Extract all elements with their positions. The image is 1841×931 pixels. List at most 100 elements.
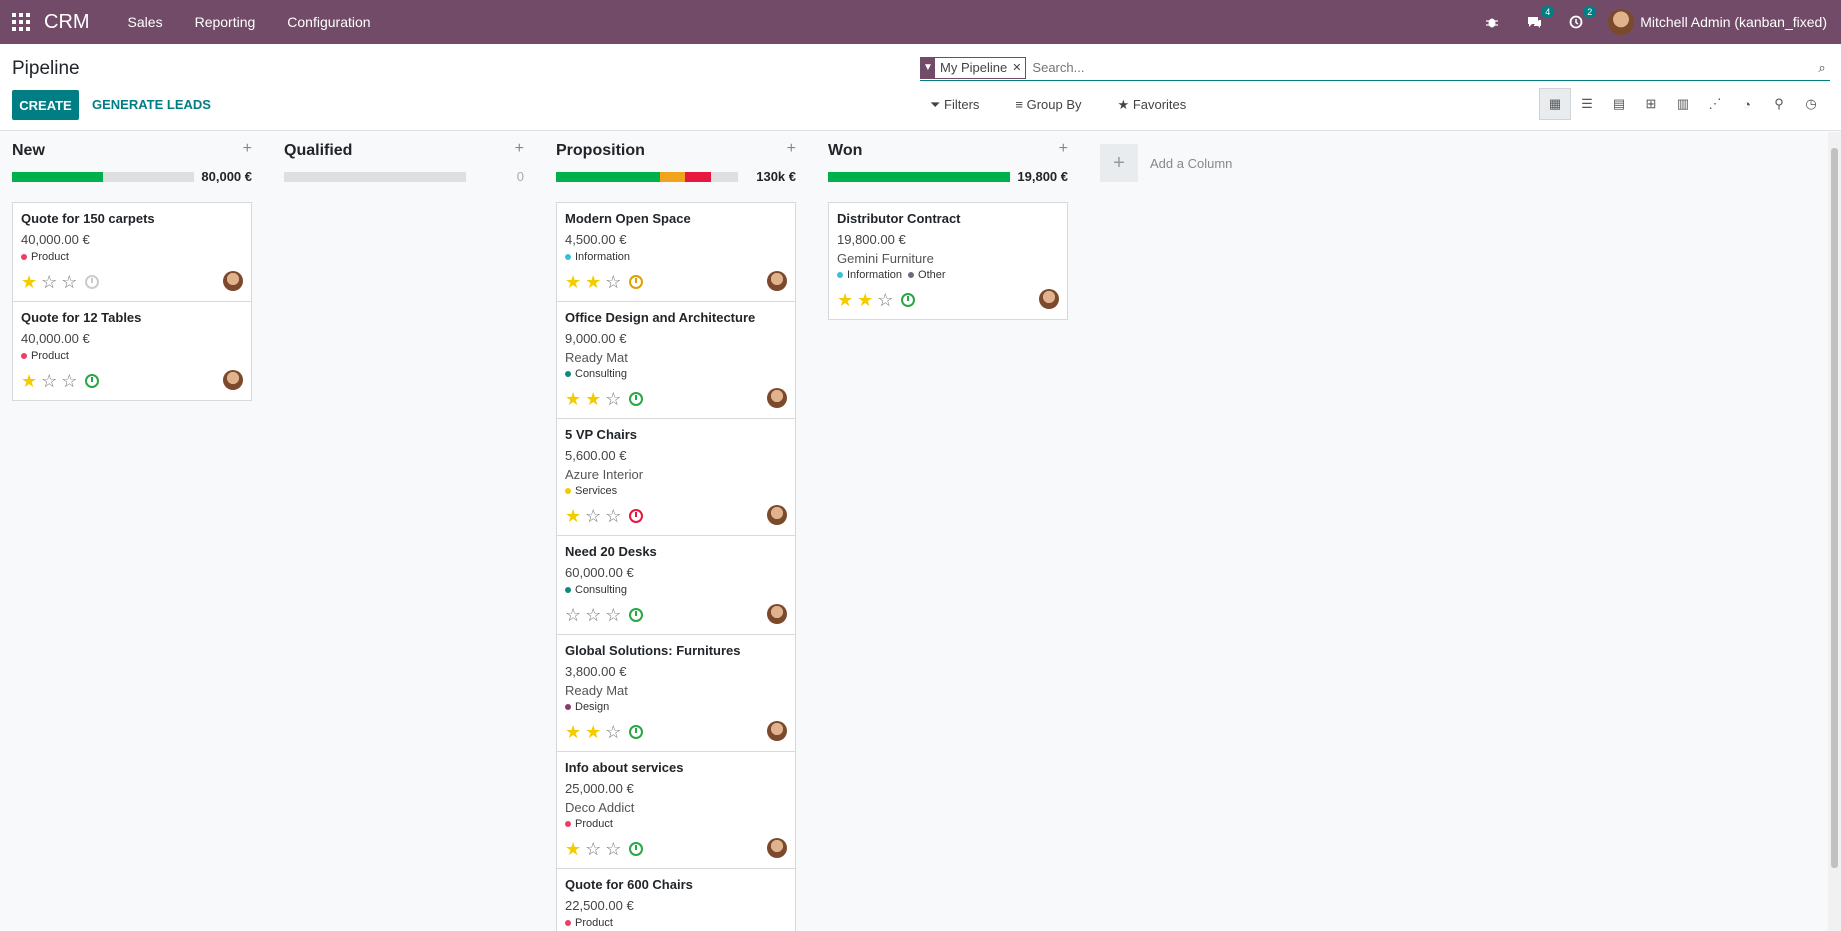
opportunity-card[interactable]: Modern Open Space 4,500.00 € Information ★ ★…	[556, 202, 796, 302]
filter-funnel-icon: ▼	[921, 57, 935, 78]
priority-star-icon[interactable]: ☆	[605, 272, 622, 292]
search-icon[interactable]: ⌕	[1818, 59, 1826, 75]
column-progress-bar[interactable]	[284, 172, 466, 182]
priority-star-icon[interactable]: ☆	[877, 290, 894, 310]
pivot-view-icon[interactable]: ⊞	[1645, 96, 1657, 111]
opportunity-card[interactable]: Office Design and Architecture 9,000.00 €…	[556, 301, 796, 419]
priority-star-icon[interactable]: ★	[837, 290, 854, 310]
tag-label: Design	[575, 701, 610, 713]
priority-star-icon[interactable]: ★	[21, 272, 38, 292]
activity-clock-icon[interactable]	[85, 374, 100, 388]
opportunity-card[interactable]: Need 20 Desks 60,000.00 € Consulting ☆ ☆ ☆	[556, 535, 796, 635]
menu-sales[interactable]: Sales	[127, 14, 163, 30]
priority-star-icon[interactable]: ★	[565, 389, 582, 409]
quick-create-icon[interactable]: +	[1058, 140, 1068, 157]
calendar-view-icon[interactable]: ▤	[1612, 96, 1626, 111]
group-by-button[interactable]: ≡ Group By	[1015, 97, 1082, 112]
quick-create-icon[interactable]: +	[242, 140, 252, 157]
tag-label: Information	[575, 251, 631, 263]
priority-star-icon[interactable]: ☆	[61, 371, 78, 391]
priority-star-icon[interactable]: ☆	[41, 272, 58, 292]
activities-clock-icon[interactable]: 2	[1566, 6, 1597, 32]
messages-chat-icon[interactable]: 4	[1524, 6, 1555, 32]
menu-reporting[interactable]: Reporting	[194, 14, 256, 30]
priority-star-icon[interactable]: ★	[565, 839, 582, 859]
opportunity-card[interactable]: 5 VP Chairs 5,600.00 € Azure Interior Servi…	[556, 418, 796, 536]
activity-clock-icon[interactable]	[629, 509, 644, 523]
activity-clock-icon[interactable]	[629, 275, 644, 289]
column-progress-bar[interactable]	[556, 172, 738, 182]
card-partner: Deco Addict	[565, 800, 635, 815]
priority-star-icon[interactable]: ☆	[605, 839, 622, 859]
list-view-icon[interactable]: ☰	[1581, 96, 1593, 111]
column-title: Qualified	[284, 142, 353, 159]
opportunity-card[interactable]: Quote for 150 carpets 40,000.00 € Product ★…	[12, 202, 252, 302]
activity-clock-icon[interactable]	[629, 608, 644, 622]
vertical-scrollbar[interactable]	[1828, 132, 1841, 931]
card-tags: Product	[21, 251, 243, 263]
priority-star-icon[interactable]: ★	[21, 371, 38, 391]
search-input[interactable]	[1032, 60, 1814, 75]
column-proposition: Proposition + 130k € Modern Open Space 4,…	[556, 132, 796, 931]
generate-leads-button[interactable]: GENERATE LEADS	[92, 97, 211, 112]
tag-color-dot	[565, 488, 571, 494]
priority-star-icon[interactable]: ★	[565, 722, 582, 742]
priority-star-icon[interactable]: ★	[585, 389, 602, 409]
opportunity-card[interactable]: Quote for 12 Tables 40,000.00 € Product ★ ☆ ☆	[12, 301, 252, 401]
activity-clock-icon[interactable]	[629, 392, 644, 406]
graph-view-icon[interactable]: ▥	[1676, 96, 1690, 111]
salesperson-avatar	[223, 370, 243, 390]
priority-star-icon[interactable]: ☆	[605, 722, 622, 742]
column-progress-bar[interactable]	[12, 172, 194, 182]
user-avatar[interactable]	[1608, 9, 1635, 35]
column-progress-bar[interactable]	[828, 172, 1010, 182]
priority-star-icon[interactable]: ★	[565, 506, 582, 526]
priority-star-icon[interactable]: ☆	[41, 371, 58, 391]
app-brand[interactable]: CRM	[44, 10, 90, 33]
opportunity-card[interactable]: Distributor Contract 19,800.00 € Gemini Fu…	[828, 202, 1068, 320]
card-title: Distributor Contract	[837, 211, 961, 226]
filters-button[interactable]: ⏷ Filters	[930, 97, 980, 112]
create-button[interactable]: CREATE	[12, 90, 79, 120]
priority-star-icon[interactable]: ★	[565, 272, 582, 292]
priority-star-icon[interactable]: ★	[585, 272, 602, 292]
priority-star-icon[interactable]: ☆	[61, 272, 78, 292]
apps-grid-icon[interactable]	[12, 12, 32, 32]
quick-create-icon[interactable]: +	[786, 140, 796, 157]
card-title: Quote for 150 carpets	[21, 211, 155, 226]
cohort-view-icon[interactable]: ⋰	[1708, 96, 1722, 111]
salesperson-avatar	[767, 388, 787, 408]
dashboard-view-icon[interactable]: ◔	[1743, 96, 1751, 112]
favorites-label: Favorites	[1132, 97, 1187, 112]
priority-star-icon[interactable]: ☆	[565, 605, 582, 625]
priority-star-icon[interactable]: ☆	[585, 605, 602, 625]
activity-clock-icon[interactable]	[901, 293, 916, 307]
debug-bug-icon[interactable]	[1482, 12, 1502, 32]
tag-color-dot	[21, 353, 27, 359]
tag-color-dot	[565, 254, 571, 260]
activity-view-icon[interactable]: ◷	[1805, 96, 1817, 111]
kanban-view-icon[interactable]: ▦	[1539, 88, 1571, 120]
menu-configuration[interactable]: Configuration	[287, 14, 371, 30]
priority-star-icon[interactable]: ★	[585, 722, 602, 742]
activity-clock-icon[interactable]	[629, 725, 644, 739]
priority-star-icon[interactable]: ☆	[605, 605, 622, 625]
facet-remove-icon[interactable]: ✕	[1012, 62, 1022, 74]
priority-star-icon[interactable]: ☆	[585, 839, 602, 859]
priority-star-icon[interactable]: ☆	[605, 389, 622, 409]
favorites-button[interactable]: ★ Favorites	[1117, 97, 1187, 112]
priority-star-icon[interactable]: ★	[857, 290, 874, 310]
facet-label: My Pipeline	[940, 60, 1008, 75]
user-menu[interactable]: Mitchell Admin (kanban_fixed)	[1640, 14, 1827, 30]
priority-star-icon[interactable]: ☆	[605, 506, 622, 526]
opportunity-card[interactable]: Info about services 25,000.00 € Deco Addic…	[556, 751, 796, 869]
opportunity-card[interactable]: Global Solutions: Furnitures 3,800.00 € Re…	[556, 634, 796, 752]
quick-create-icon[interactable]: +	[514, 140, 524, 157]
map-view-icon[interactable]: ⚲	[1774, 96, 1784, 111]
card-tags: Services	[565, 485, 787, 497]
add-column-button[interactable]: + Add a Column	[1100, 144, 1232, 182]
priority-star-icon[interactable]: ☆	[585, 506, 602, 526]
activity-clock-icon[interactable]	[85, 275, 100, 289]
activity-clock-icon[interactable]	[629, 842, 644, 856]
